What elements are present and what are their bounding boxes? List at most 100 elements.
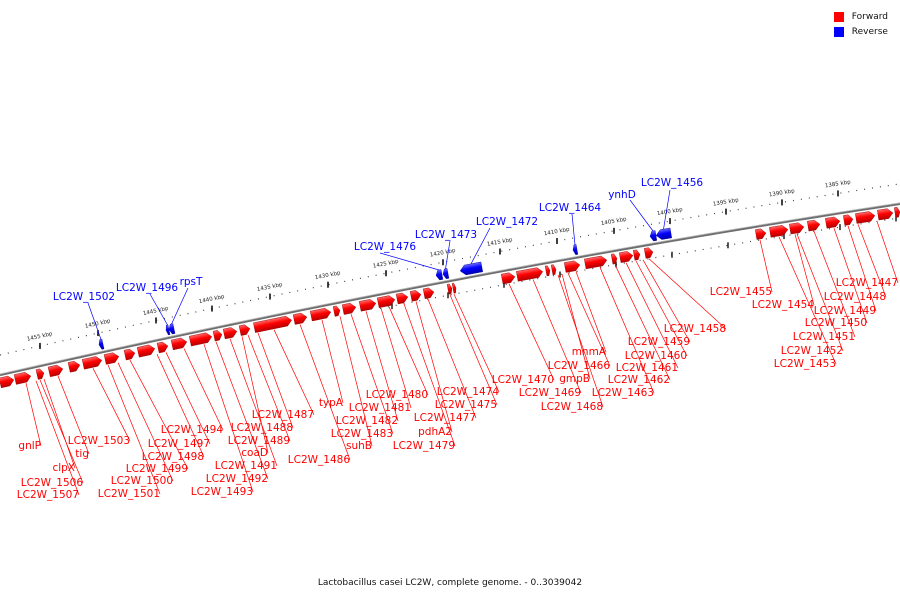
gene-lc2w-1469[interactable]: [341, 302, 357, 315]
gene-lc2w-1480[interactable]: [451, 282, 457, 294]
gene-lc2w-1464[interactable]: [572, 244, 579, 256]
gene-lc2w-1455[interactable]: [136, 344, 156, 358]
gene-label-lc2w-1472[interactable]: LC2W_1472: [476, 216, 538, 228]
gene-lc2w-1473[interactable]: [442, 268, 450, 279]
gene-lc2w-1476[interactable]: [435, 269, 444, 281]
gene-label-lc2w-1473[interactable]: LC2W_1473: [415, 229, 477, 241]
gene-label-coad[interactable]: coaD: [241, 447, 268, 459]
gene-label-lc2w-1469[interactable]: LC2W_1469: [519, 387, 581, 399]
gene-label-suhb[interactable]: suhB: [346, 440, 372, 452]
gene-label-lc2w-1499[interactable]: LC2W_1499: [126, 463, 188, 475]
gene-label-lc2w-1475[interactable]: LC2W_1475: [435, 399, 497, 411]
gene-label-ynhd[interactable]: ynhD: [608, 189, 636, 201]
gene-lc2w-1499[interactable]: [855, 211, 876, 224]
gene-lc2w-1486[interactable]: [584, 255, 608, 270]
gene-label-lc2w-1468[interactable]: LC2W_1468: [541, 401, 603, 413]
gene-label-lc2w-1493[interactable]: LC2W_1493: [191, 486, 253, 498]
gene-lc2w-1489[interactable]: [632, 249, 641, 261]
gene-label-typa[interactable]: typA: [319, 397, 344, 409]
gene-lc2w-1451[interactable]: [67, 360, 81, 373]
gene-label-lc2w-1454[interactable]: LC2W_1454: [752, 299, 815, 311]
gene-lc2w-1450[interactable]: [47, 364, 64, 378]
gene-lc2w-1459[interactable]: [170, 337, 188, 351]
gene-label-clpx[interactable]: clpX: [52, 462, 75, 474]
gene-lc2w-1456[interactable]: [655, 227, 672, 240]
gene-mnma[interactable]: [253, 315, 292, 333]
gene-coad[interactable]: [643, 247, 654, 259]
gene-label-lc2w-1470[interactable]: LC2W_1470: [492, 374, 554, 386]
gene-label-lc2w-1447[interactable]: LC2W_1447: [836, 277, 898, 289]
gene-lc2w-1468[interactable]: [332, 305, 341, 317]
gene-lc2w-1482[interactable]: [516, 267, 544, 282]
gene-lc2w-1461[interactable]: [212, 330, 223, 342]
gene-label-gnlp[interactable]: gnlP: [18, 440, 41, 452]
gene-label-lc2w-1488[interactable]: LC2W_1488: [231, 422, 293, 434]
gene-label-lc2w-1449[interactable]: LC2W_1449: [814, 305, 876, 317]
gene-lc2w-1498[interactable]: [843, 214, 854, 226]
gene-label-lc2w-1506[interactable]: LC2W_1506: [21, 477, 84, 489]
gene-label-lc2w-1461[interactable]: LC2W_1461: [616, 362, 678, 374]
gene-lc2w-1452[interactable]: [81, 355, 103, 370]
gene-lc2w-1477[interactable]: [409, 290, 422, 302]
gene-typa[interactable]: [564, 260, 581, 273]
gene-label-tig[interactable]: tig: [75, 448, 89, 460]
gene-label-lc2w-1489[interactable]: LC2W_1489: [228, 435, 290, 447]
gene-lc2w-1483[interactable]: [544, 265, 551, 277]
gene-label-lc2w-1456[interactable]: LC2W_1456: [641, 177, 704, 189]
gene-lc2w-1460[interactable]: [188, 332, 213, 347]
gene-lc2w-1496[interactable]: [165, 324, 171, 336]
gene-label-lc2w-1458[interactable]: LC2W_1458: [664, 323, 726, 335]
gene-lc2w-1481[interactable]: [500, 272, 516, 285]
gene-label-lc2w-1481[interactable]: LC2W_1481: [349, 402, 411, 414]
gene-label-lc2w-1466[interactable]: LC2W_1466: [548, 360, 611, 372]
gene-lc2w-1472[interactable]: [459, 261, 483, 276]
gene-label-lc2w-1502[interactable]: LC2W_1502: [53, 291, 115, 303]
gene-lc2w-1502[interactable]: [98, 338, 105, 350]
gene-lc2w-1497[interactable]: [825, 216, 841, 229]
gene-label-lc2w-1448[interactable]: LC2W_1448: [824, 291, 886, 303]
gene-lc2w-1454[interactable]: [123, 348, 136, 361]
gene-label-lc2w-1491[interactable]: LC2W_1491: [215, 460, 277, 472]
gene-lc2w-1447[interactable]: [0, 375, 15, 389]
gene-label-lc2w-1503[interactable]: LC2W_1503: [68, 435, 130, 447]
gene-lc2w-1494[interactable]: [807, 219, 821, 232]
gene-label-lc2w-1494[interactable]: LC2W_1494: [161, 424, 224, 436]
gene-lc2w-1453[interactable]: [103, 352, 120, 365]
gene-label-lc2w-1507[interactable]: LC2W_1507: [17, 489, 79, 501]
gene-lc2w-1488[interactable]: [619, 251, 634, 263]
gene-label-lc2w-1480[interactable]: LC2W_1480: [366, 389, 428, 401]
gene-lc2w-1462[interactable]: [222, 326, 238, 340]
gene-label-lc2w-1452[interactable]: LC2W_1452: [781, 345, 843, 357]
gene-lc2w-1466[interactable]: [292, 312, 308, 325]
gene-label-lc2w-1474[interactable]: LC2W_1474: [437, 386, 500, 398]
gene-lc2w-1500[interactable]: [877, 208, 894, 221]
gene-label-lc2w-1497[interactable]: LC2W_1497: [148, 438, 210, 450]
gene-label-pdha2[interactable]: pdhA2: [418, 426, 452, 438]
gene-label-lc2w-1453[interactable]: LC2W_1453: [774, 358, 836, 370]
gene-lc2w-1449[interactable]: [35, 368, 45, 380]
gene-label-lc2w-1496[interactable]: LC2W_1496: [116, 282, 179, 294]
gene-label-lc2w-1498[interactable]: LC2W_1498: [142, 451, 204, 463]
gene-label-lc2w-1463[interactable]: LC2W_1463: [592, 387, 654, 399]
gene-label-lc2w-1479[interactable]: LC2W_1479: [393, 440, 455, 452]
gene-lc2w-1470[interactable]: [358, 298, 377, 312]
gene-label-lc2w-1482[interactable]: LC2W_1482: [336, 415, 398, 427]
gene-lc2w-1479[interactable]: [446, 283, 453, 295]
gene-label-lc2w-1486[interactable]: LC2W_1486: [288, 454, 351, 466]
gene-lc2w-1493[interactable]: [789, 222, 805, 235]
gene-label-lc2w-1501[interactable]: LC2W_1501: [98, 488, 160, 500]
gene-label-lc2w-1450[interactable]: LC2W_1450: [805, 317, 867, 329]
gene-gmpb[interactable]: [309, 307, 332, 322]
gene-label-lc2w-1451[interactable]: LC2W_1451: [793, 331, 855, 343]
gene-lc2w-1491[interactable]: [755, 228, 767, 240]
gene-rpst[interactable]: [168, 323, 176, 335]
gene-label-lc2w-1460[interactable]: LC2W_1460: [625, 350, 687, 362]
gene-label-lc2w-1483[interactable]: LC2W_1483: [331, 428, 393, 440]
gene-label-lc2w-1492[interactable]: LC2W_1492: [206, 473, 268, 485]
gene-lc2w-1501[interactable]: [894, 207, 900, 218]
gene-label-lc2w-1462[interactable]: LC2W_1462: [608, 374, 670, 386]
gene-label-lc2w-1487[interactable]: LC2W_1487: [252, 409, 314, 421]
gene-suhb[interactable]: [550, 264, 557, 276]
gene-label-lc2w-1455[interactable]: LC2W_1455: [710, 286, 772, 298]
gene-label-lc2w-1476[interactable]: LC2W_1476: [354, 241, 417, 253]
